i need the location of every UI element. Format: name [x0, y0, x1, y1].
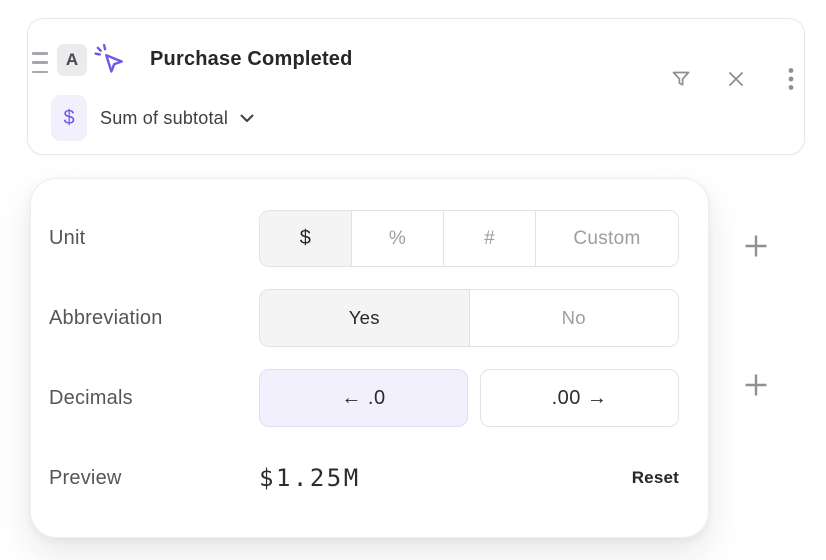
abbreviation-row: Abbreviation Yes No	[49, 289, 679, 347]
currency-badge: $	[51, 95, 87, 141]
abbreviation-option-yes[interactable]: Yes	[260, 290, 470, 346]
unit-segmented-control: $ % # Custom	[259, 210, 679, 267]
kebab-menu-icon	[788, 68, 794, 90]
unit-label: Unit	[49, 227, 86, 249]
metric-selector[interactable]: $ Sum of subtotal	[51, 95, 254, 141]
close-icon	[729, 72, 743, 86]
reset-button[interactable]: Reset	[631, 468, 679, 487]
unit-option-number[interactable]: #	[444, 211, 536, 266]
unit-option-percent[interactable]: %	[352, 211, 444, 266]
preview-label: Preview	[49, 466, 122, 489]
decimals-decrease-button[interactable]: ← .0	[259, 369, 468, 427]
abbreviation-segmented-control: Yes No	[259, 289, 679, 347]
abbreviation-label: Abbreviation	[49, 306, 163, 329]
unit-row: Unit $ % # Custom	[49, 210, 679, 267]
plus-icon	[745, 374, 767, 396]
remove-event-button[interactable]	[722, 65, 750, 93]
abbreviation-option-no[interactable]: No	[469, 290, 678, 346]
filter-button[interactable]	[667, 65, 695, 93]
format-panel: Unit $ % # Custom Abbreviation Yes No De…	[30, 178, 709, 538]
plus-icon	[745, 235, 767, 257]
event-name[interactable]: Purchase Completed	[150, 48, 353, 70]
add-button-top[interactable]	[741, 231, 771, 261]
unit-option-dollar[interactable]: $	[260, 211, 352, 266]
preview-row: Preview $1.25M Reset	[49, 447, 679, 509]
preview-value: $1.25M	[259, 464, 361, 492]
more-options-button[interactable]	[777, 65, 805, 93]
decimals-row: Decimals ← .0 .00 →	[49, 369, 679, 427]
event-row-badge: A	[57, 44, 87, 76]
event-card: A Purchase Completed	[27, 18, 805, 155]
decimals-label: Decimals	[49, 386, 133, 409]
funnel-icon	[672, 71, 690, 86]
metric-label: Sum of subtotal	[100, 107, 229, 128]
add-button-bottom[interactable]	[741, 370, 771, 400]
event-click-icon	[94, 43, 123, 73]
drag-handle-icon[interactable]	[32, 52, 48, 73]
decimals-increase-button[interactable]: .00 →	[480, 369, 679, 427]
chevron-down-icon	[240, 114, 254, 122]
unit-option-custom[interactable]: Custom	[536, 211, 678, 266]
